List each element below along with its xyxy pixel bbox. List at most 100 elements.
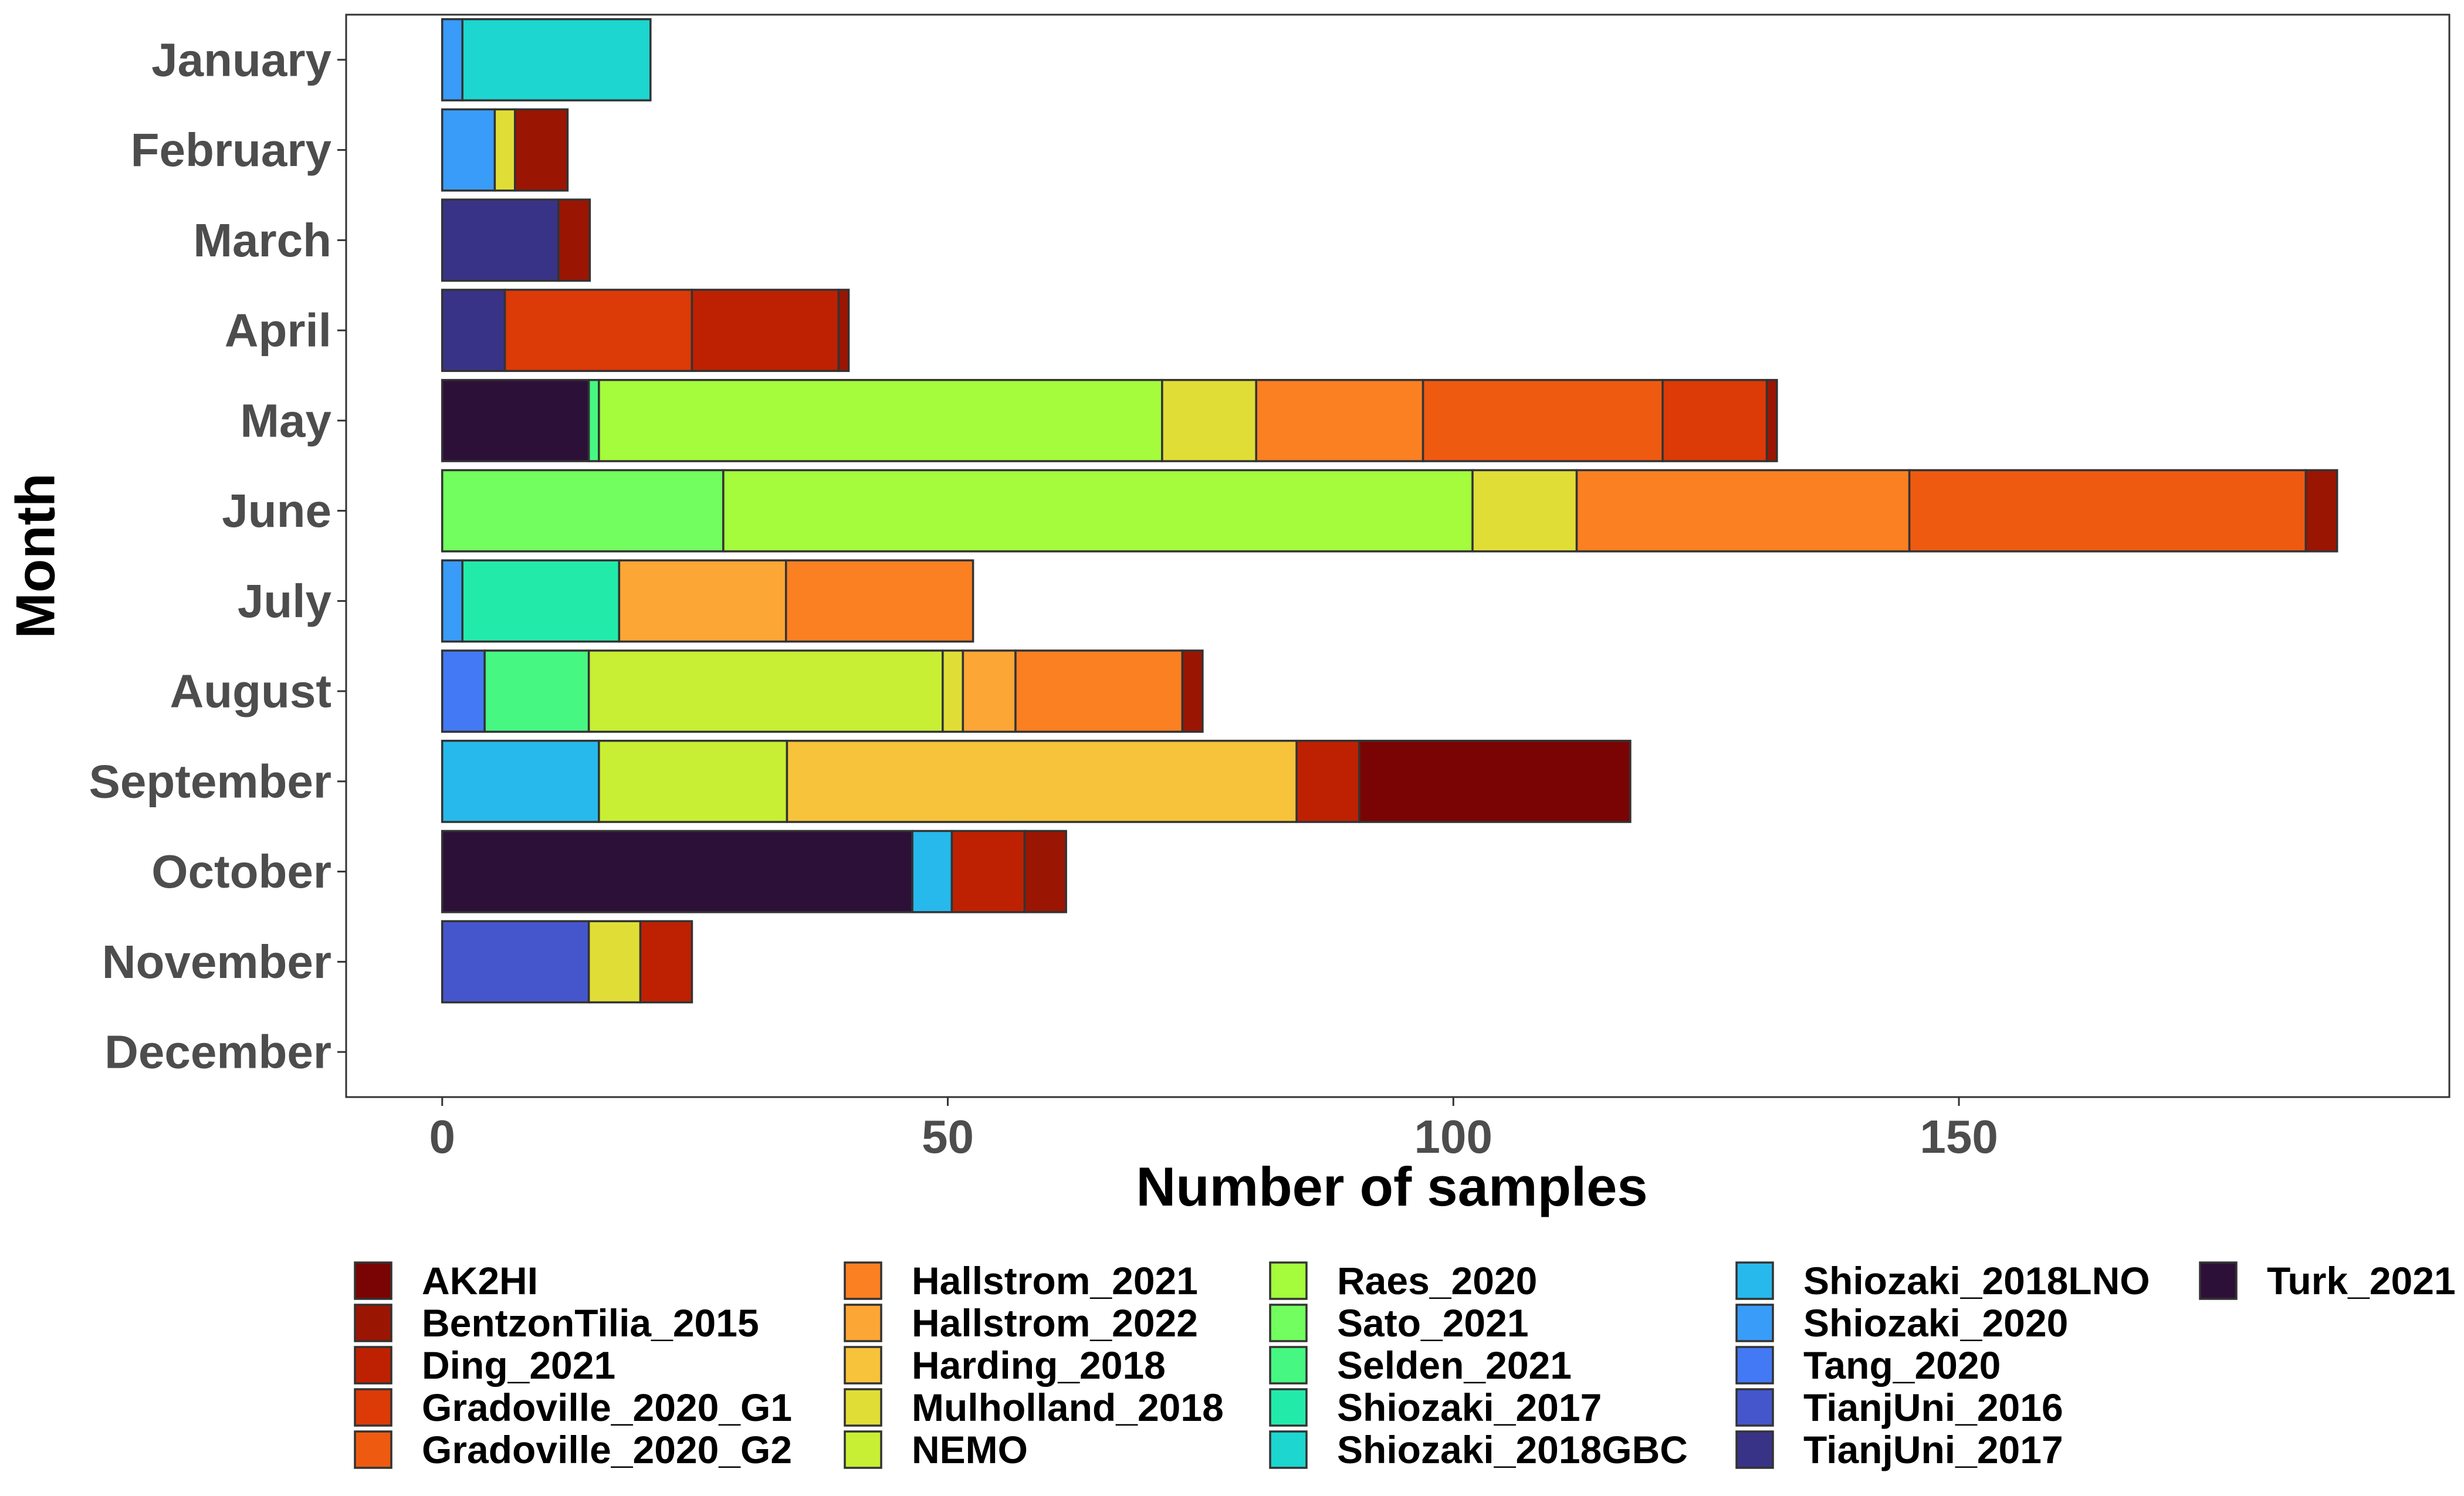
bar-segment-april-gradoville-2020-g1 — [503, 289, 693, 373]
bar-segment-may-bentzontilia-2015 — [1765, 378, 1778, 462]
bar-segment-may-gradoville-2020-g1 — [1661, 378, 1768, 462]
legend-key-tianjuni-2017 — [1735, 1430, 1774, 1469]
bar-segment-september-ding-2021 — [1295, 739, 1360, 823]
bar-segment-august-bentzontilia-2015 — [1181, 649, 1204, 733]
bar-segment-august-hallstrom-2022 — [962, 649, 1017, 733]
legend-label-tianjuni-2016: TianjUni_2016 — [1803, 1386, 2063, 1429]
legend-label-tianjuni-2017: TianjUni_2017 — [1803, 1428, 2063, 1471]
y-tick-label: July — [238, 575, 332, 627]
legend-label-ak2hi: AK2HI — [422, 1259, 538, 1302]
bar-segment-august-nemo — [587, 649, 944, 733]
bar-segment-june-mulholland-2018 — [1471, 469, 1578, 553]
x-tick-label: 100 — [1414, 1111, 1492, 1163]
legend-label-ding-2021: Ding_2021 — [422, 1343, 615, 1387]
legend-label-sato-2021: Sato_2021 — [1337, 1301, 1529, 1345]
legend-key-bentzontilia-2015 — [354, 1304, 392, 1342]
x-axis: 0 50 100 150 — [429, 1097, 1998, 1163]
bar-segment-october-bentzontilia-2015 — [1023, 830, 1067, 913]
legend-label-shiozaki-2018gbc: Shiozaki_2018GBC — [1337, 1428, 1688, 1471]
legend-label-shiozaki-2017: Shiozaki_2017 — [1337, 1386, 1602, 1429]
bar-segment-february-shiozaki-2020 — [441, 108, 496, 192]
legend-key-tianjuni-2016 — [1735, 1388, 1774, 1427]
bar-segment-november-tianjuni-2016 — [441, 920, 590, 1004]
bar-segment-june-sato-2021 — [441, 469, 725, 553]
bar-segment-may-raes-2020 — [598, 378, 1163, 462]
legend-key-selden-2021 — [1269, 1346, 1308, 1385]
bar-segment-october-turk-2021 — [441, 830, 913, 913]
bar-segment-july-hallstrom-2022 — [618, 559, 787, 643]
bar-segment-april-ding-2021 — [691, 289, 840, 373]
bar-segment-june-gradoville-2020-g2 — [1908, 469, 2307, 553]
bar-segment-november-ding-2021 — [639, 920, 693, 1004]
y-tick-label: December — [104, 1026, 331, 1078]
legend-key-harding-2018 — [844, 1346, 882, 1385]
legend-label-raes-2020: Raes_2020 — [1337, 1259, 1537, 1302]
x-tick-label: 150 — [1920, 1111, 1998, 1163]
y-tick-label: August — [170, 665, 331, 717]
bars — [441, 18, 2338, 1004]
bar-segment-june-raes-2020 — [722, 469, 1474, 553]
legend-label-shiozaki-2018lno: Shiozaki_2018LNO — [1803, 1259, 2150, 1302]
bar-segment-august-selden-2021 — [483, 649, 590, 733]
bar-segment-august-hallstrom-2021 — [1014, 649, 1184, 733]
legend-label-gradoville-2020-g1: Gradoville_2020_G1 — [422, 1386, 792, 1429]
legend-label-bentzontilia-2015: BentzonTilia_2015 — [422, 1301, 759, 1345]
legend-label-tang-2020: Tang_2020 — [1803, 1343, 2001, 1387]
bar-segment-september-harding-2018 — [786, 739, 1298, 823]
bar-segment-may-mulholland-2018 — [1161, 378, 1257, 462]
legend-key-gradoville-2020-g1 — [354, 1388, 392, 1427]
bar-segment-november-mulholland-2018 — [587, 920, 642, 1004]
bar-segment-april-bentzontilia-2015 — [837, 289, 850, 373]
x-axis-title: Number of samples — [1136, 1156, 1647, 1217]
bar-segment-july-shiozaki-2020 — [441, 559, 463, 643]
legend-key-tang-2020 — [1735, 1346, 1774, 1385]
bar-segment-july-shiozaki-2017 — [461, 559, 621, 643]
bar-segment-may-gradoville-2020-g2 — [1421, 378, 1664, 462]
y-tick-label: January — [151, 33, 331, 86]
legend-label-hallstrom-2021: Hallstrom_2021 — [912, 1259, 1198, 1302]
bar-segment-march-bentzontilia-2015 — [557, 198, 591, 282]
legend-label-mulholland-2018: Mulholland_2018 — [912, 1386, 1224, 1429]
legend-label-turk-2021: Turk_2021 — [2267, 1259, 2456, 1302]
bar-segment-october-ding-2021 — [950, 830, 1026, 913]
bar-segment-september-ak2hi — [1358, 739, 1632, 823]
legend-label-harding-2018: Harding_2018 — [912, 1343, 1166, 1387]
bar-segment-july-hallstrom-2021 — [784, 559, 974, 643]
legend-key-sato-2021 — [1269, 1304, 1308, 1342]
bar-segment-april-tianjuni-2017 — [441, 289, 506, 373]
y-tick-label: March — [193, 214, 331, 266]
legend-label-gradoville-2020-g2: Gradoville_2020_G2 — [422, 1428, 792, 1471]
legend-label-hallstrom-2022: Hallstrom_2022 — [912, 1301, 1198, 1345]
y-axis-title: Month — [5, 473, 66, 639]
bar-segment-september-nemo — [598, 739, 788, 823]
y-tick-label: April — [225, 304, 331, 357]
bar-segment-march-tianjuni-2017 — [441, 198, 560, 282]
y-tick-label: September — [89, 755, 331, 807]
bar-segment-may-hallstrom-2021 — [1255, 378, 1424, 462]
legend-label-nemo: NEMO — [912, 1428, 1028, 1471]
legend-key-shiozaki-2020 — [1735, 1304, 1774, 1342]
legend-label-selden-2021: Selden_2021 — [1337, 1343, 1572, 1387]
bar-segment-may-selden-2021 — [587, 378, 600, 462]
legend-key-ding-2021 — [354, 1346, 392, 1385]
bar-segment-october-shiozaki-2018lno — [911, 830, 953, 913]
legend-key-shiozaki-2017 — [1269, 1388, 1308, 1427]
y-tick-label: February — [131, 124, 332, 176]
x-tick-label: 50 — [922, 1111, 974, 1163]
legend-key-shiozaki-2018gbc — [1269, 1430, 1308, 1469]
legend-key-ak2hi — [354, 1261, 392, 1300]
bar-segment-may-turk-2021 — [441, 378, 590, 462]
legend-key-turk-2021 — [2199, 1261, 2238, 1300]
legend-key-gradoville-2020-g2 — [354, 1430, 392, 1469]
legend-key-nemo — [844, 1430, 882, 1469]
y-axis: January February March April May June July Augu… — [89, 33, 346, 1078]
legend-label-shiozaki-2020: Shiozaki_2020 — [1803, 1301, 2068, 1345]
bar-segment-february-mulholland-2018 — [493, 108, 516, 192]
legend-key-hallstrom-2022 — [844, 1304, 882, 1342]
bar-segment-august-tang-2020 — [441, 649, 486, 733]
legend-key-raes-2020 — [1269, 1261, 1308, 1300]
bar-segment-january-shiozaki-2020 — [441, 18, 463, 101]
bar-segment-september-shiozaki-2018lno — [441, 739, 600, 823]
bar-segment-june-hallstrom-2021 — [1575, 469, 1911, 553]
